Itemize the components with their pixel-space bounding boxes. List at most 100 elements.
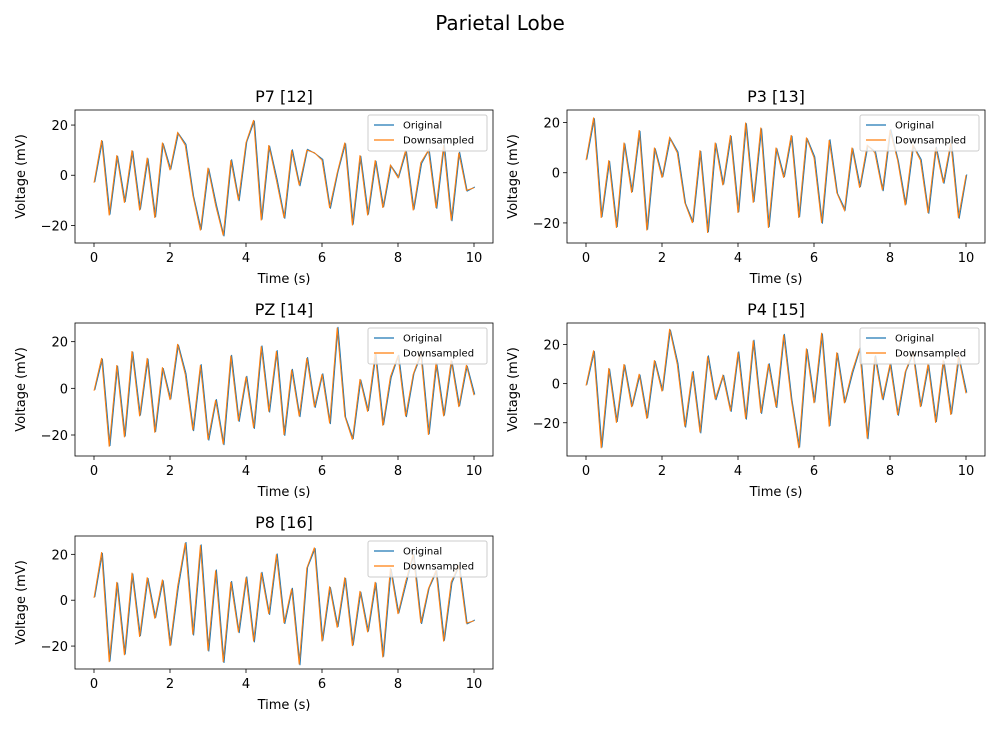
axes-frame bbox=[566, 322, 986, 457]
x-tick-label: 4 bbox=[734, 251, 742, 266]
x-tick-label: 2 bbox=[166, 677, 174, 692]
legend-label-downsampled: Downsampled bbox=[403, 136, 474, 147]
series-line-original bbox=[586, 118, 968, 233]
subplot-title: P3 [13] bbox=[747, 87, 805, 106]
x-tick-label: 10 bbox=[958, 251, 975, 266]
x-axis-label: Time (s) bbox=[257, 272, 311, 287]
y-tick-label: 20 bbox=[51, 336, 68, 351]
legend-label-downsampled: Downsampled bbox=[895, 136, 966, 147]
x-tick-label: 0 bbox=[90, 251, 98, 266]
subplot-2: P3 [13] 0 2 4 6 8 10 −20 0 20 Time (s) Voltage (mV)… bbox=[506, 87, 986, 287]
series-line-original bbox=[94, 326, 476, 446]
x-axis-label: Time (s) bbox=[749, 272, 803, 287]
series-line-downsampled bbox=[93, 119, 475, 236]
x-tick-label: 2 bbox=[658, 251, 666, 266]
subplot-1: P7 [12] 0 2 4 6 8 10 −20 0 20 Time (s) Voltage (mV)… bbox=[14, 87, 494, 287]
y-tick-label: −20 bbox=[41, 640, 68, 655]
x-tick-label: 4 bbox=[242, 464, 250, 479]
subplot-title: P4 [15] bbox=[747, 300, 805, 319]
y-tick-label: −20 bbox=[533, 217, 560, 232]
y-tick-label: −20 bbox=[41, 429, 68, 444]
legend-box bbox=[367, 327, 488, 365]
x-tick-label: 8 bbox=[394, 464, 402, 479]
series-line-original bbox=[586, 329, 968, 448]
y-tick-label: 0 bbox=[60, 594, 68, 609]
subplot-title: P8 [16] bbox=[255, 513, 313, 532]
y-tick-label: 20 bbox=[543, 339, 560, 354]
x-tick-label: 0 bbox=[582, 464, 590, 479]
y-axis-label: Voltage (mV) bbox=[506, 347, 521, 432]
x-axis-label: Time (s) bbox=[749, 485, 803, 500]
legend: Original Downsampled bbox=[367, 540, 488, 578]
x-tick-label: 10 bbox=[466, 677, 483, 692]
legend-box bbox=[859, 114, 980, 152]
y-tick-label: 0 bbox=[552, 378, 560, 393]
x-tick-label: 6 bbox=[318, 464, 326, 479]
x-tick-label: 8 bbox=[394, 677, 402, 692]
legend: Original Downsampled bbox=[367, 327, 488, 365]
subplot-5: P8 [16] 0 2 4 6 8 10 −20 0 20 Time (s) Voltage (mV)… bbox=[14, 513, 494, 713]
subplot-4: P4 [15] 0 2 4 6 8 10 −20 0 20 Time (s) Voltage (mV)… bbox=[506, 300, 986, 500]
figure-title: Parietal Lobe bbox=[435, 11, 565, 35]
y-tick-label: 20 bbox=[543, 117, 560, 132]
subplot-title: P7 [12] bbox=[255, 87, 313, 106]
series-line-original bbox=[94, 120, 476, 237]
subplot-title: PZ [14] bbox=[255, 300, 314, 319]
x-tick-label: 6 bbox=[318, 251, 326, 266]
x-tick-label: 10 bbox=[958, 464, 975, 479]
x-tick-label: 10 bbox=[466, 251, 483, 266]
axes-frame bbox=[74, 535, 494, 670]
legend-label-downsampled: Downsampled bbox=[895, 349, 966, 360]
x-tick-label: 2 bbox=[658, 464, 666, 479]
legend-label-downsampled: Downsampled bbox=[403, 562, 474, 573]
axes-frame bbox=[74, 109, 494, 244]
y-tick-label: −20 bbox=[41, 219, 68, 234]
series-line-downsampled bbox=[585, 117, 967, 234]
axes-frame bbox=[74, 322, 494, 457]
x-axis-label: Time (s) bbox=[257, 698, 311, 713]
x-tick-label: 8 bbox=[886, 251, 894, 266]
legend-label-original: Original bbox=[403, 334, 442, 345]
subplot-3: PZ [14] 0 2 4 6 8 10 −20 0 20 Time (s) Voltage (mV)… bbox=[14, 300, 494, 500]
series-line-downsampled bbox=[93, 327, 475, 447]
legend-box bbox=[367, 114, 488, 152]
x-tick-label: 2 bbox=[166, 464, 174, 479]
x-tick-label: 2 bbox=[166, 251, 174, 266]
legend-label-original: Original bbox=[895, 121, 934, 132]
y-tick-label: −20 bbox=[533, 417, 560, 432]
series-line-downsampled bbox=[585, 328, 967, 449]
y-tick-label: 0 bbox=[60, 169, 68, 184]
x-tick-label: 8 bbox=[394, 251, 402, 266]
axes-frame bbox=[566, 109, 986, 244]
y-tick-label: 20 bbox=[51, 119, 68, 134]
x-tick-label: 0 bbox=[582, 251, 590, 266]
x-tick-label: 6 bbox=[810, 251, 818, 266]
x-tick-label: 6 bbox=[810, 464, 818, 479]
x-tick-label: 6 bbox=[318, 677, 326, 692]
legend: Original Downsampled bbox=[367, 114, 488, 152]
x-tick-label: 4 bbox=[242, 677, 250, 692]
y-tick-label: 20 bbox=[51, 548, 68, 563]
y-tick-label: 0 bbox=[60, 382, 68, 397]
x-tick-label: 0 bbox=[90, 464, 98, 479]
legend-label-downsampled: Downsampled bbox=[403, 349, 474, 360]
y-axis-label: Voltage (mV) bbox=[506, 134, 521, 219]
legend: Original Downsampled bbox=[859, 327, 980, 365]
x-axis-label: Time (s) bbox=[257, 485, 311, 500]
legend-label-original: Original bbox=[403, 121, 442, 132]
x-tick-label: 10 bbox=[466, 464, 483, 479]
x-tick-label: 0 bbox=[90, 677, 98, 692]
y-axis-label: Voltage (mV) bbox=[14, 560, 29, 645]
legend-box bbox=[367, 540, 488, 578]
legend-label-original: Original bbox=[403, 547, 442, 558]
x-tick-label: 8 bbox=[886, 464, 894, 479]
y-axis-label: Voltage (mV) bbox=[14, 134, 29, 219]
legend: Original Downsampled bbox=[859, 114, 980, 152]
y-tick-label: 0 bbox=[552, 167, 560, 182]
legend-label-original: Original bbox=[895, 334, 934, 345]
x-tick-label: 4 bbox=[734, 464, 742, 479]
x-tick-label: 4 bbox=[242, 251, 250, 266]
legend-box bbox=[859, 327, 980, 365]
y-axis-label: Voltage (mV) bbox=[14, 347, 29, 432]
